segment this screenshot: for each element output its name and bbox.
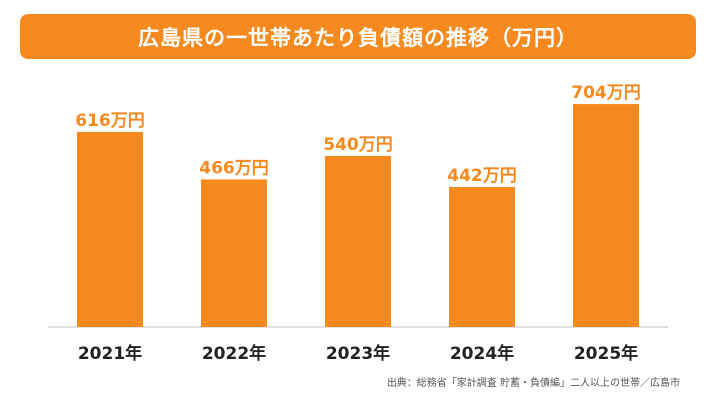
x-tick-label-2024年: 2024年 [450,343,514,364]
data-label-2021年: 616万円 [75,111,145,131]
source-note: 出典：総務省「家計調査 貯蓄・負債編」二人以上の世帯／広島市 [386,378,680,389]
bar-2022年 [201,179,267,327]
bar-2023年 [325,156,391,327]
x-tick-label-2021年: 2021年 [78,343,142,364]
title-banner: 広島県の一世帯あたり負債額の推移（万円） [20,14,696,59]
x-tick-label-2023年: 2023年 [326,343,390,364]
x-tick-label-2025年: 2025年 [574,343,638,364]
bar-2025年 [573,104,639,327]
data-label-2023年: 540万円 [323,135,393,155]
data-label-2024年: 442万円 [447,166,517,186]
bar-2024年 [449,187,515,327]
data-label-2025年: 704万円 [571,83,641,103]
bar-2021年 [77,131,143,327]
data-label-2022年: 466万円 [199,158,269,178]
x-tick-label-2022年: 2022年 [202,343,266,364]
chart-title: 広島県の一世帯あたり負債額の推移（万円） [138,25,578,50]
